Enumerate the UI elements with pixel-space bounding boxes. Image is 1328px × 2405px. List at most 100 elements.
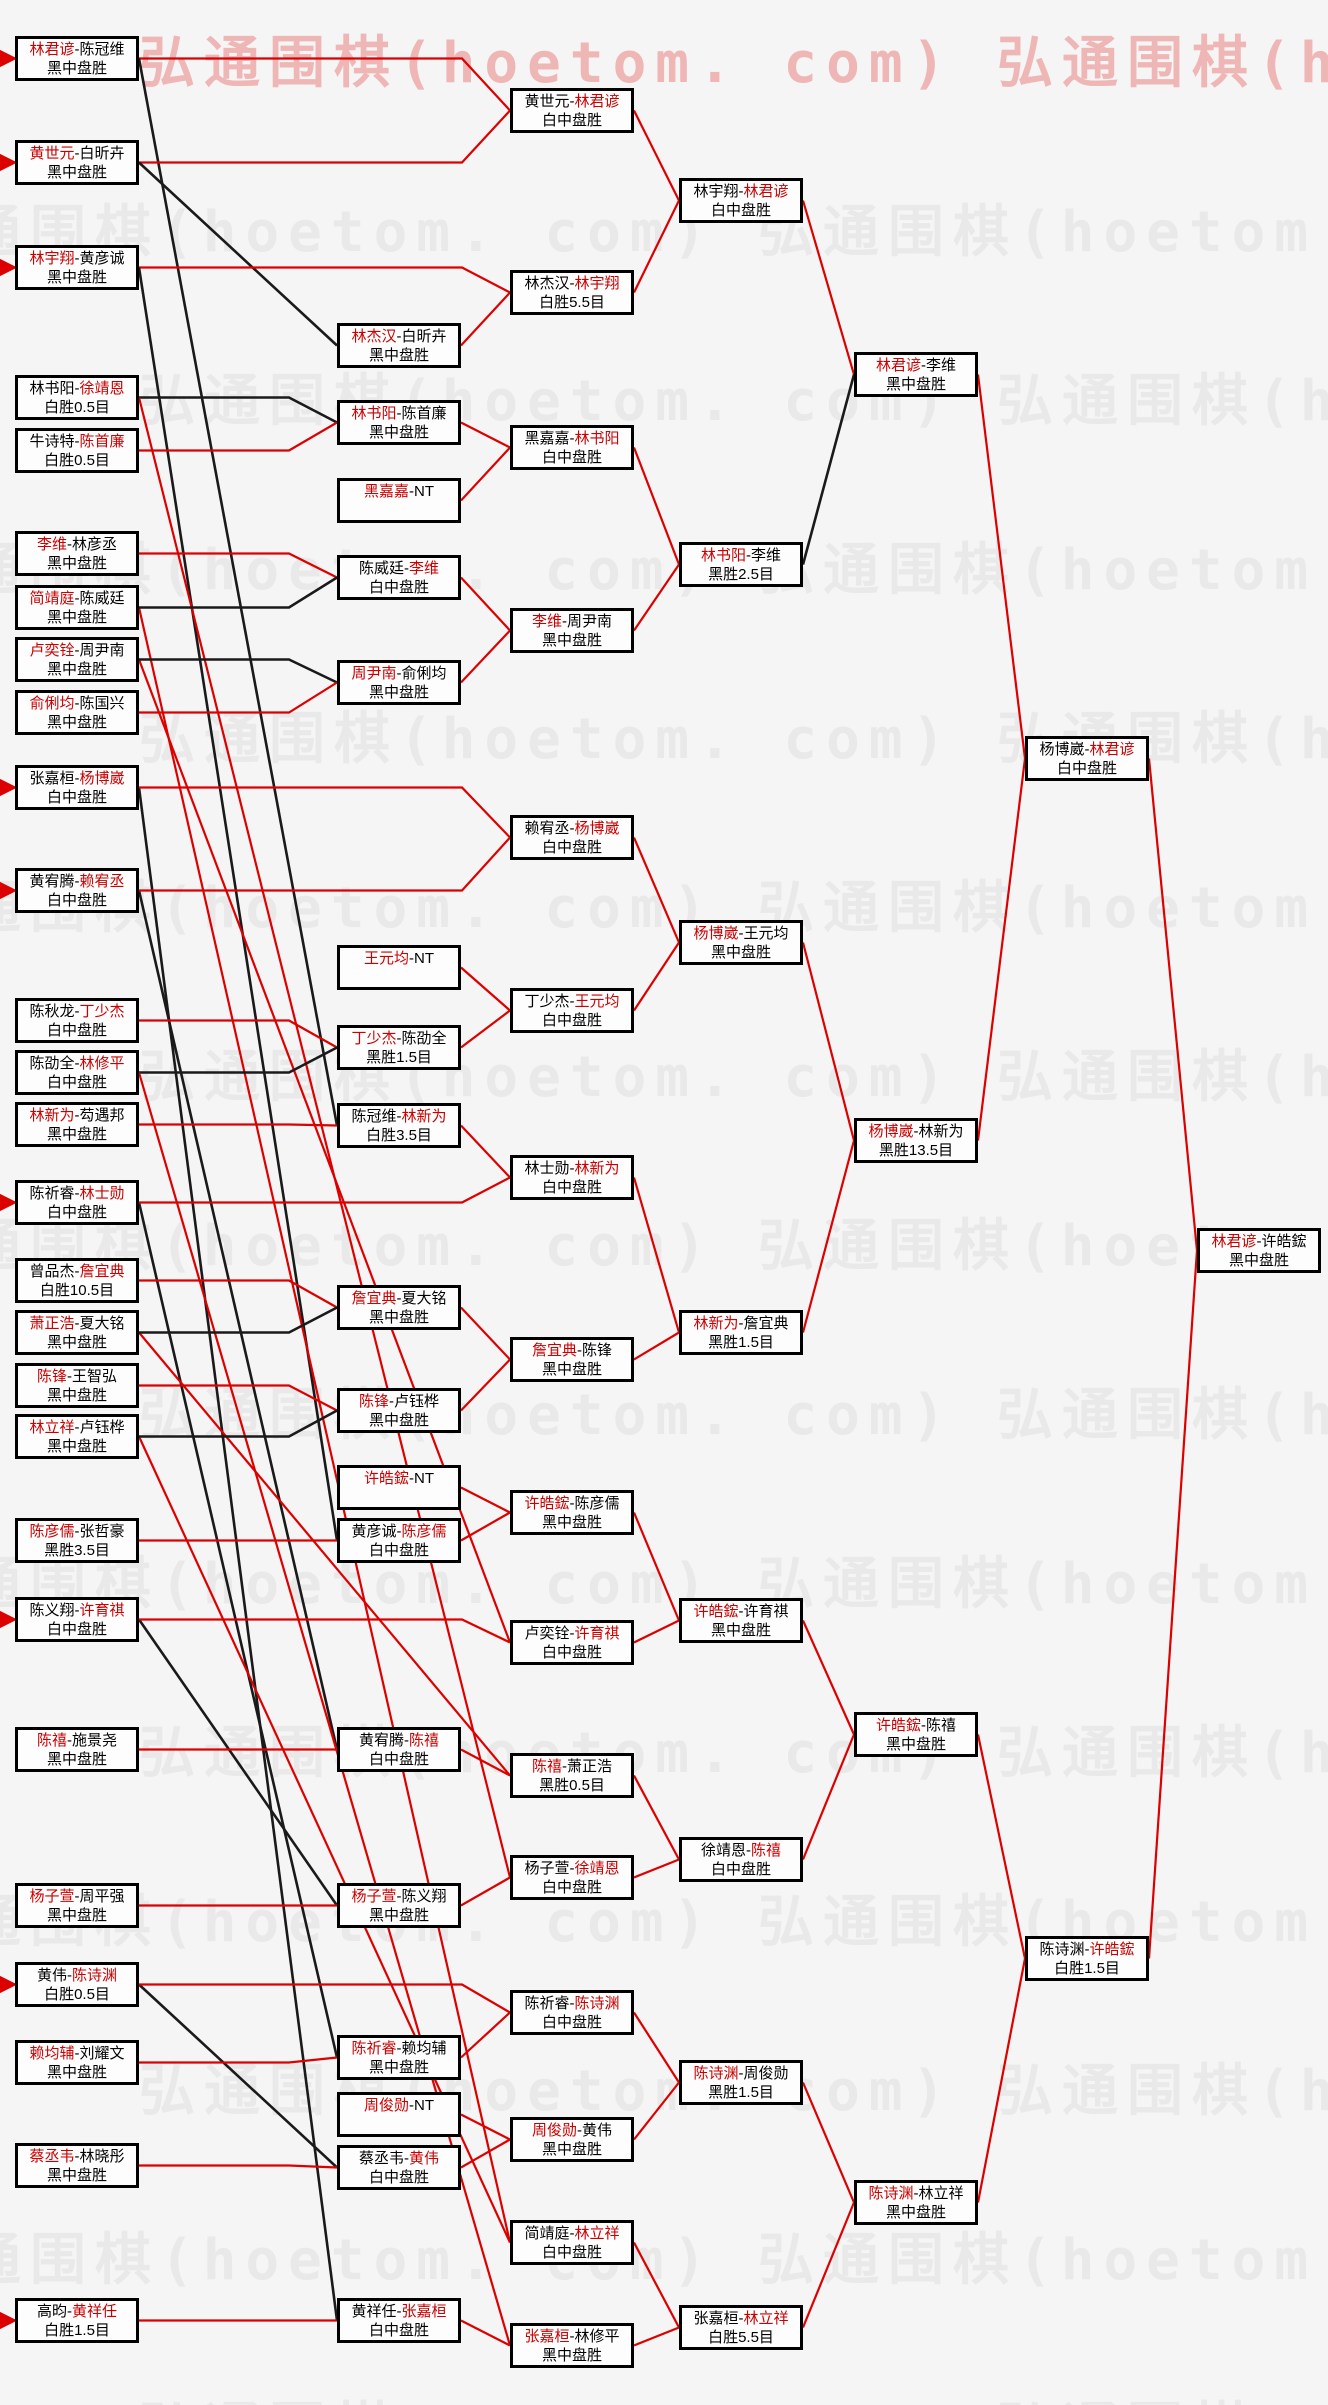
match-box[interactable]: 周俊勋-黄伟 黑中盘胜: [510, 2117, 634, 2162]
winner-name: 萧正浩: [29, 1315, 75, 1332]
match-box[interactable]: 周尹南-俞俐均 黑中盘胜: [337, 660, 461, 705]
match-box[interactable]: 李维-周尹南 黑中盘胜: [510, 608, 634, 653]
match-box[interactable]: 丁少杰-王元均 白中盘胜: [510, 988, 634, 1033]
vs-dash: -: [921, 357, 926, 374]
match-box[interactable]: 许皓鋐-陈禧 黑中盘胜: [854, 1712, 978, 1757]
match-box[interactable]: 张嘉桓-林修平 黑中盘胜: [510, 2323, 634, 2368]
match-box[interactable]: 黄祥任-张嘉桓 白中盘胜: [337, 2298, 461, 2343]
match-box[interactable]: 黑嘉嘉-林书阳 白中盘胜: [510, 425, 634, 470]
match-box[interactable]: 萧正浩-夏大铭 黑中盘胜: [15, 1310, 139, 1355]
match-box[interactable]: 黄宥腾-赖宥丞 白中盘胜: [15, 868, 139, 913]
match-players: 陈诗渊-许皓鋐: [1028, 1940, 1146, 1959]
match-box[interactable]: 林立祥-卢钰桦 黑中盘胜: [15, 1414, 139, 1459]
player-name: 刘耀文: [79, 2045, 125, 2062]
match-box[interactable]: 许皓鋐-陈彦儒 黑中盘胜: [510, 1490, 634, 1535]
match-result: 白中盘胜: [368, 2322, 429, 2339]
match-box[interactable]: 赖均辅-刘耀文 黑中盘胜: [15, 2040, 139, 2085]
match-box[interactable]: 詹宜典-夏大铭 黑中盘胜: [337, 1285, 461, 1330]
match-box[interactable]: 陈诗渊-许皓鋐 白胜1.5目: [1025, 1936, 1149, 1981]
match-box[interactable]: 许皓鋐-NT: [337, 1465, 461, 1510]
winner-name: 林君谚: [29, 41, 75, 58]
winner-name: 詹宜典: [79, 1263, 125, 1280]
match-box[interactable]: 陈诗渊-林立祥 黑中盘胜: [854, 2180, 978, 2225]
match-box[interactable]: 陈劭全-林修平 白中盘胜: [15, 1050, 139, 1095]
match-box[interactable]: 陈祈睿-陈诗渊 白中盘胜: [510, 1990, 634, 2035]
match-box[interactable]: 丁少杰-陈劭全 黑胜1.5目: [337, 1025, 461, 1070]
player-name: 陈冠维: [79, 41, 125, 58]
match-box[interactable]: 徐靖恩-陈禧 白中盘胜: [679, 1837, 803, 1882]
match-box[interactable]: 卢奕铨-许育祺 白中盘胜: [510, 1620, 634, 1665]
match-box[interactable]: 曾品杰-詹宜典 白胜10.5目: [15, 1258, 139, 1303]
winner-name: 许皓鋐: [693, 1603, 739, 1620]
match-box[interactable]: 卢奕铨-周尹南 黑中盘胜: [15, 637, 139, 682]
match-box[interactable]: 林士勋-林新为 白中盘胜: [510, 1155, 634, 1200]
match-box[interactable]: 简靖庭-陈威廷 黑中盘胜: [15, 585, 139, 630]
match-box[interactable]: 陈秋龙-丁少杰 白中盘胜: [15, 998, 139, 1043]
match-box[interactable]: 林君谚-陈冠维 黑中盘胜: [15, 36, 139, 81]
match-box[interactable]: 赖宥丞-杨博崴 白中盘胜: [510, 815, 634, 860]
winner-name: 俞俐均: [29, 695, 75, 712]
match-box[interactable]: 王元均-NT: [337, 945, 461, 990]
match-box[interactable]: 陈锋-卢钰桦 黑中盘胜: [337, 1388, 461, 1433]
winner-name: 徐靖恩: [574, 1860, 620, 1877]
match-box[interactable]: 杨博崴-王元均 黑中盘胜: [679, 920, 803, 965]
match-box[interactable]: 许皓鋐-许育祺 黑中盘胜: [679, 1598, 803, 1643]
match-box[interactable]: 陈祈睿-林士勋 白中盘胜: [15, 1180, 139, 1225]
match-box[interactable]: 牛诗特-陈首廉 白胜0.5目: [15, 428, 139, 473]
vs-dash: -: [67, 1732, 72, 1749]
match-box[interactable]: 陈禧-施景尧 黑中盘胜: [15, 1727, 139, 1772]
vs-dash: -: [569, 2225, 575, 2242]
match-box[interactable]: 詹宜典-陈锋 黑中盘胜: [510, 1337, 634, 1382]
match-box[interactable]: 陈义翔-许育祺 白中盘胜: [15, 1597, 139, 1642]
match-box[interactable]: 李维-林彦丞 黑中盘胜: [15, 531, 139, 576]
winner-name: 林君谚: [743, 183, 789, 200]
match-box[interactable]: 林书阳-徐靖恩 白胜0.5目: [15, 375, 139, 420]
match-players: 陈禧-萧正浩: [513, 1757, 631, 1776]
match-box[interactable]: 林君谚-李维 黑中盘胜: [854, 352, 978, 397]
match-box[interactable]: 周俊勋-NT: [337, 2092, 461, 2137]
match-box[interactable]: 高昀-黄祥任 白胜1.5目: [15, 2298, 139, 2343]
match-box[interactable]: 黄宥腾-陈禧 白中盘胜: [337, 1727, 461, 1772]
match-box[interactable]: 黑嘉嘉-NT: [337, 478, 461, 523]
match-box[interactable]: 杨子萱-徐靖恩 白中盘胜: [510, 1855, 634, 1900]
match-box[interactable]: 林杰汉-白昕卉 黑中盘胜: [337, 323, 461, 368]
match-box[interactable]: 杨博崴-林君谚 白中盘胜: [1025, 736, 1149, 781]
winner-name: 詹宜典: [531, 1342, 577, 1359]
match-box[interactable]: 陈锋-王智弘 黑中盘胜: [15, 1363, 139, 1408]
match-box[interactable]: 陈冠维-林新为 白胜3.5目: [337, 1103, 461, 1148]
match-box[interactable]: 陈禧-萧正浩 黑胜0.5目: [510, 1753, 634, 1798]
vs-dash: -: [409, 1470, 414, 1487]
match-box[interactable]: 林书阳-李维 黑胜2.5目: [679, 542, 803, 587]
vs-dash: -: [569, 1495, 575, 1512]
match-box[interactable]: 杨子萱-周平强 黑中盘胜: [15, 1883, 139, 1928]
vs-dash: -: [396, 1888, 402, 1905]
match-box[interactable]: 陈祈睿-赖均辅 黑中盘胜: [337, 2035, 461, 2080]
match-box[interactable]: 林宇翔-林君谚 白中盘胜: [679, 178, 803, 223]
match-result: 黑中盘胜: [368, 1412, 429, 1429]
match-box[interactable]: 林宇翔-黄彦诚 黑中盘胜: [15, 245, 139, 290]
winner-name: 杨子萱: [351, 1888, 397, 1905]
match-box[interactable]: 黄伟-陈诗渊 白胜0.5目: [15, 1962, 139, 2007]
match-box[interactable]: 陈彦儒-张哲豪 黑胜3.5目: [15, 1518, 139, 1563]
match-box[interactable]: 黄世元-林君谚 白中盘胜: [510, 88, 634, 133]
match-box[interactable]: 林杰汉-林宇翔 白胜5.5目: [510, 270, 634, 315]
match-box[interactable]: 黄彦诚-陈彦儒 白中盘胜: [337, 1518, 461, 1563]
match-box[interactable]: 林君谚-许皓鋐 黑中盘胜: [1197, 1228, 1321, 1273]
match-box[interactable]: 林新为-芶遇邦 黑中盘胜: [15, 1102, 139, 1147]
match-box[interactable]: 简靖庭-林立祥 白中盘胜: [510, 2220, 634, 2265]
match-box[interactable]: 黄世元-白昕卉 黑中盘胜: [15, 140, 139, 185]
winner-name: 林修平: [79, 1055, 125, 1072]
match-box[interactable]: 俞俐均-陈国兴 黑中盘胜: [15, 690, 139, 735]
match-box[interactable]: 张嘉桓-杨博崴 白中盘胜: [15, 765, 139, 810]
match-box[interactable]: 张嘉桓-林立祥 白胜5.5目: [679, 2305, 803, 2350]
match-box[interactable]: 杨子萱-陈义翔 黑中盘胜: [337, 1883, 461, 1928]
match-box[interactable]: 陈诗渊-周俊勋 黑胜1.5目: [679, 2060, 803, 2105]
winner-path-line: [801, 1734, 856, 1860]
winner-name: 黄伟: [409, 2150, 440, 2167]
match-box[interactable]: 陈威廷-李维 白中盘胜: [337, 555, 461, 600]
match-box[interactable]: 林书阳-陈首廉 黑中盘胜: [337, 400, 461, 445]
match-box[interactable]: 蔡丞韦-林晓彤 黑中盘胜: [15, 2143, 139, 2188]
match-box[interactable]: 林新为-詹宜典 黑胜1.5目: [679, 1310, 803, 1355]
match-box[interactable]: 杨博崴-林新为 黑胜13.5目: [854, 1118, 978, 1163]
match-box[interactable]: 蔡丞韦-黄伟 白中盘胜: [337, 2145, 461, 2190]
